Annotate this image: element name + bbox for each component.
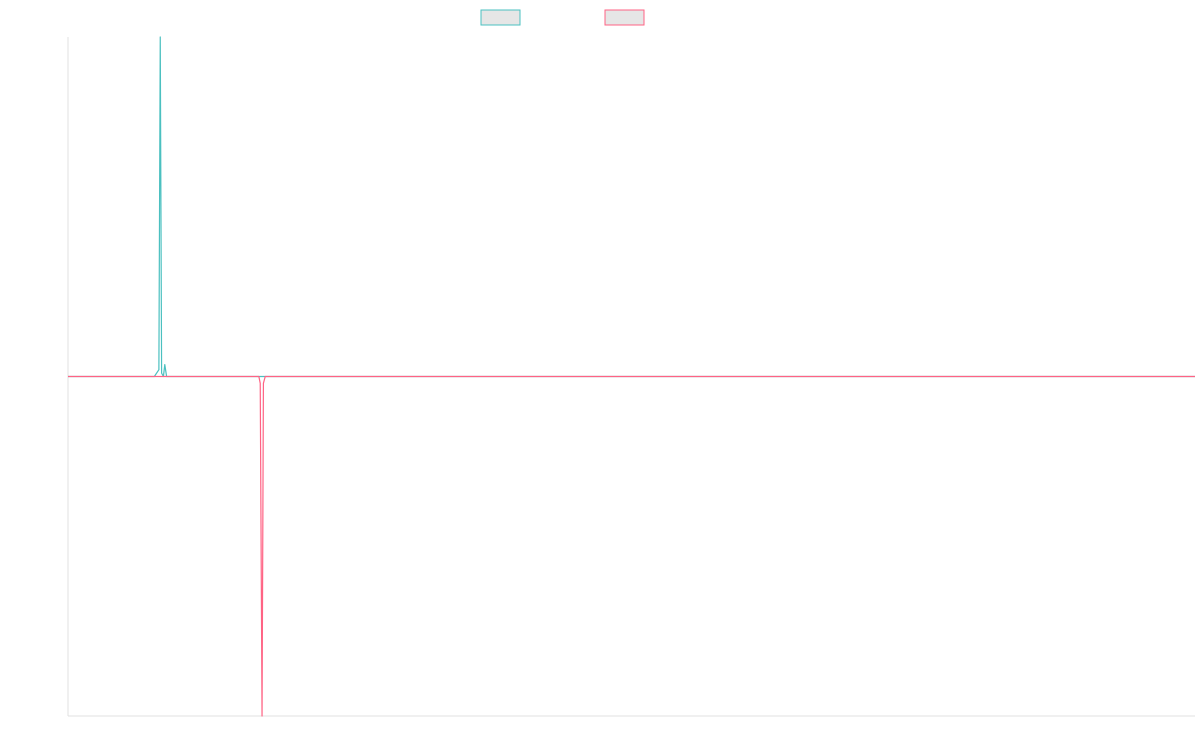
series-layer bbox=[68, 36, 1195, 717]
legend bbox=[480, 9, 645, 26]
series-line-1 bbox=[68, 36, 1195, 378]
series-line-2 bbox=[68, 375, 1195, 717]
legend-swatch-1[interactable] bbox=[480, 9, 521, 26]
legend-swatch-2[interactable] bbox=[604, 9, 645, 26]
